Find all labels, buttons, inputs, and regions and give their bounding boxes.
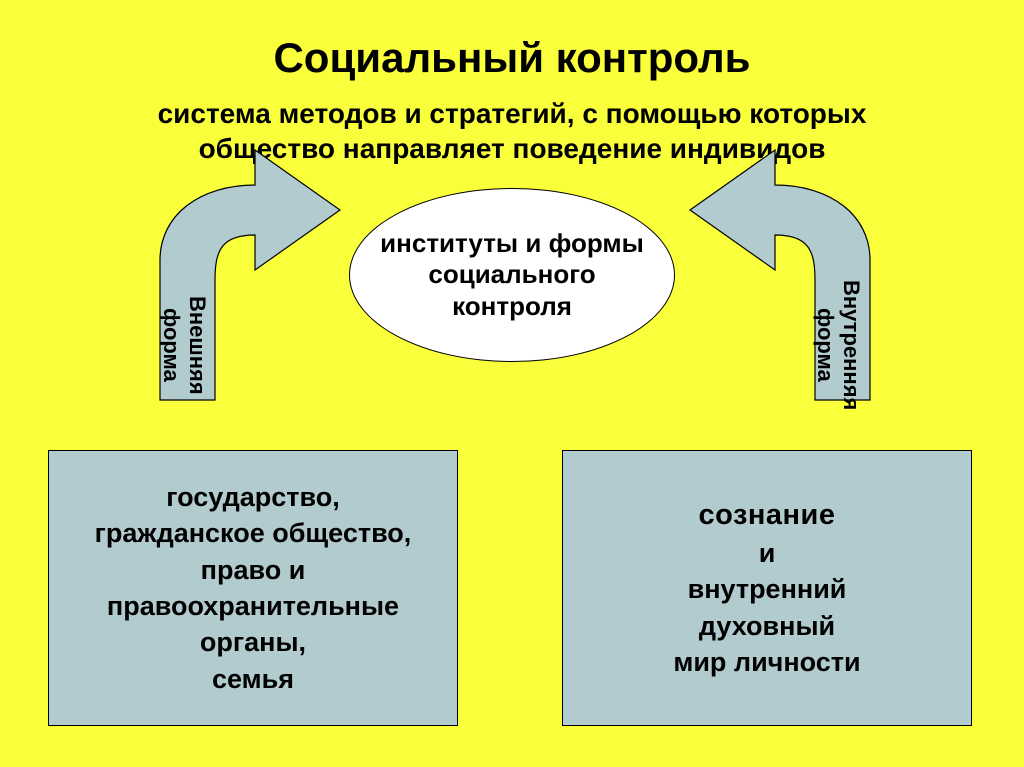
slide: Социальный контроль система методов и ст… (0, 0, 1024, 767)
rb-emph: сознание (699, 496, 836, 535)
right-vlabel-line-1: Внутренняя (838, 280, 864, 410)
left-box-text: государство, гражданское общество, право… (95, 479, 412, 698)
lb-line-6: семья (95, 661, 412, 697)
rb-line-4: духовный (673, 608, 860, 644)
lb-line-1: государство, (95, 479, 412, 515)
ellipse-line-3: контроля (380, 291, 644, 322)
ellipse-line-2: социального (380, 259, 644, 290)
lb-line-2: гражданское общество, (95, 515, 412, 551)
rb-line-2: и (673, 535, 860, 571)
ellipse-line-1: институты и формы (380, 228, 644, 259)
lb-line-3: право и (95, 552, 412, 588)
right-vertical-label: Внутренняя форма (812, 280, 864, 410)
rb-line-5: мир личности (673, 644, 860, 680)
rb-line-3: внутренний (673, 571, 860, 607)
left-vertical-label: Внешняя форма (158, 296, 210, 395)
lb-line-4: правоохранительные (95, 588, 412, 624)
left-vlabel-line-1: Внешняя (184, 296, 210, 395)
right-box: сознание и внутренний духовный мир лично… (562, 450, 972, 726)
lb-line-5: органы, (95, 624, 412, 660)
left-vlabel-line-2: форма (158, 296, 184, 395)
left-box: государство, гражданское общество, право… (48, 450, 458, 726)
center-ellipse: институты и формы социального контроля (349, 188, 675, 362)
right-box-text: сознание и внутренний духовный мир лично… (673, 496, 860, 681)
right-vlabel-line-2: форма (812, 280, 838, 410)
center-ellipse-text: институты и формы социального контроля (380, 228, 644, 322)
